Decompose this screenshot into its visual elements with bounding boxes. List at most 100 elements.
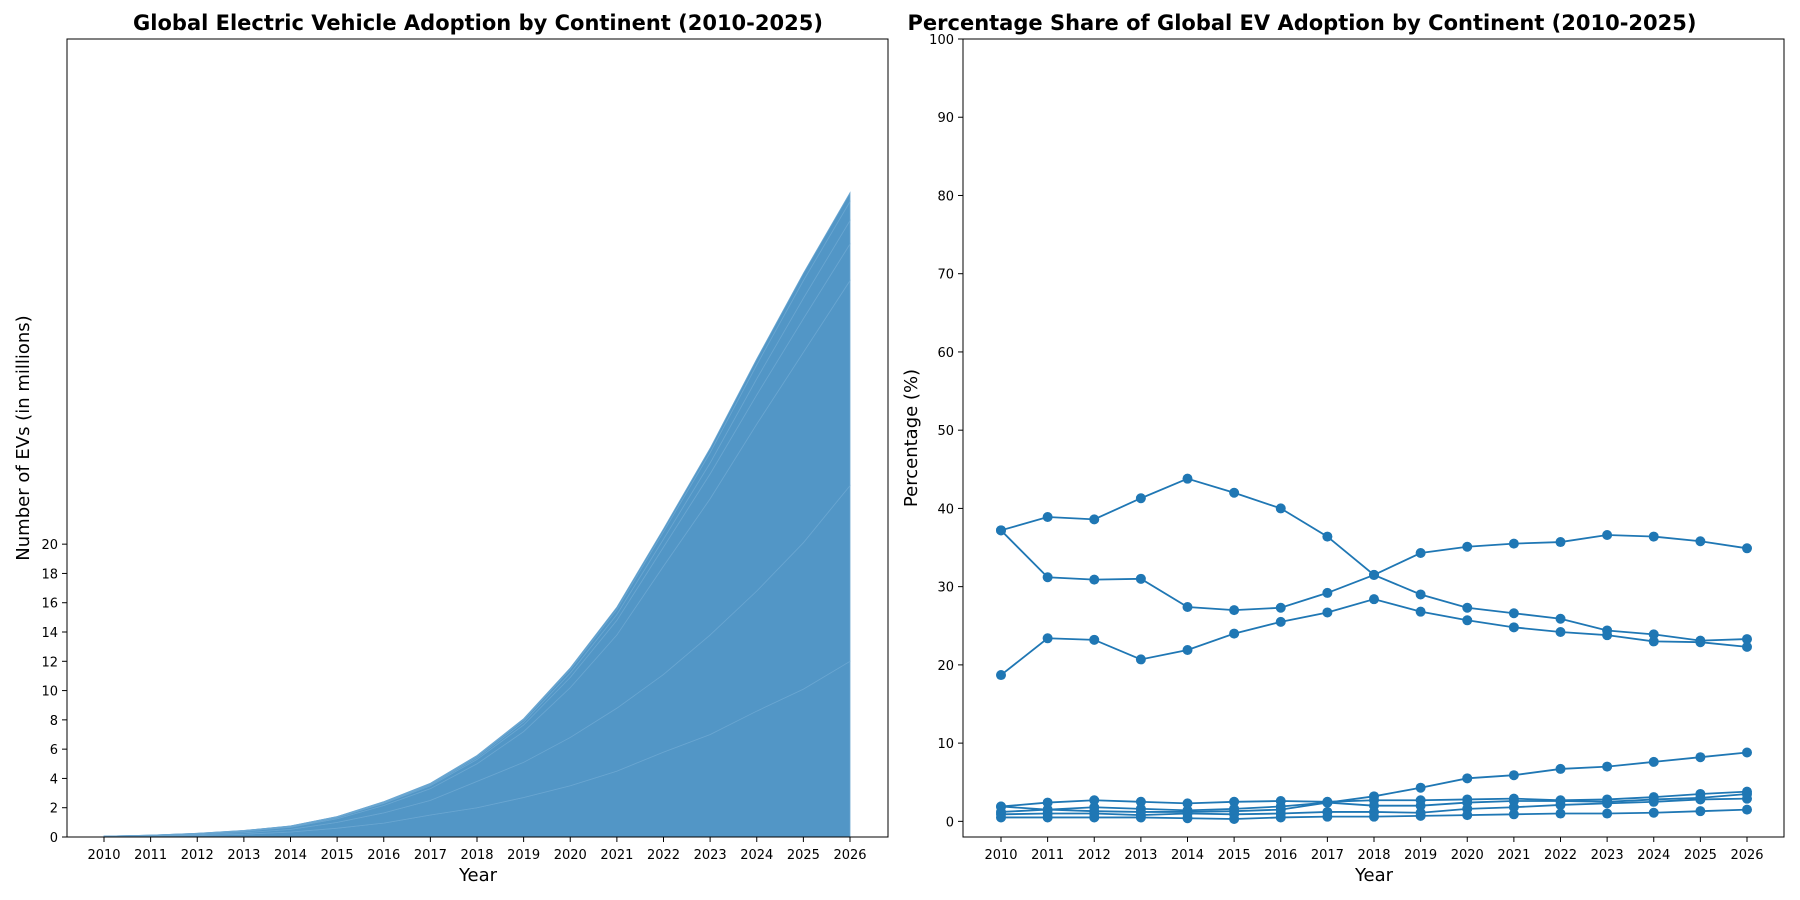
x-tick-label: 2024 <box>1637 848 1670 863</box>
data-point <box>1555 537 1566 548</box>
x-tick-label: 2019 <box>507 848 540 863</box>
line-chart: Percentage Share of Global EV Adoption b… <box>901 11 1785 886</box>
data-point <box>1089 634 1100 645</box>
y-tick-label: 14 <box>41 626 58 641</box>
x-tick-label: 2021 <box>1497 848 1530 863</box>
data-point <box>1742 793 1752 804</box>
data-point <box>1742 747 1752 758</box>
data-point <box>996 670 1006 681</box>
data-point <box>1695 794 1706 805</box>
data-point <box>1182 645 1193 656</box>
data-point <box>1508 770 1519 781</box>
x-tick-label: 2026 <box>833 848 866 863</box>
x-tick-label: 2016 <box>1264 848 1297 863</box>
y-tick-label: 70 <box>937 268 954 283</box>
x-tick-label: 2026 <box>1730 848 1763 863</box>
line-series-2 <box>996 594 1752 681</box>
data-point <box>1275 801 1286 812</box>
series-line <box>1000 598 1748 676</box>
data-point <box>1322 797 1333 808</box>
data-point <box>1462 615 1473 626</box>
data-point <box>1182 813 1193 824</box>
data-point <box>1695 637 1706 648</box>
data-point <box>1415 548 1426 559</box>
data-point <box>1089 812 1100 823</box>
data-point <box>1648 531 1659 542</box>
y-tick-label: 16 <box>41 597 58 612</box>
line-series-1 <box>996 473 1752 646</box>
data-point <box>1742 543 1752 554</box>
x-tick-label: 2010 <box>984 848 1017 863</box>
data-point <box>1602 530 1613 541</box>
right-plot-frame <box>962 38 1785 838</box>
x-tick-label: 2019 <box>1404 848 1437 863</box>
data-point <box>1462 602 1473 613</box>
data-point <box>1555 808 1566 819</box>
stacked-area-chart: Global Electric Vehicle Adoption by Cont… <box>13 11 889 886</box>
data-point <box>1089 514 1100 525</box>
data-point <box>1229 628 1240 639</box>
data-point <box>1042 633 1053 644</box>
data-point <box>1742 634 1752 645</box>
data-point <box>1742 641 1752 652</box>
y-tick-label: 0 <box>946 815 954 830</box>
data-point <box>1369 569 1379 580</box>
data-point <box>996 812 1006 823</box>
data-point <box>1602 798 1613 809</box>
data-point <box>1555 763 1566 774</box>
x-tick-label: 2023 <box>694 848 727 863</box>
y-tick-label: 4 <box>50 772 58 787</box>
y-tick-label: 60 <box>937 346 954 361</box>
data-point <box>1275 616 1286 627</box>
x-tick-label: 2025 <box>1684 848 1717 863</box>
data-point <box>1508 622 1519 633</box>
data-point <box>1182 798 1193 809</box>
x-tick-label: 2025 <box>787 848 820 863</box>
data-point <box>996 525 1006 536</box>
x-tick-label: 2020 <box>554 848 587 863</box>
x-tick-label: 2012 <box>1078 848 1111 863</box>
data-point <box>1555 627 1566 638</box>
data-point <box>1275 602 1286 613</box>
data-point <box>1322 811 1333 822</box>
line-series-8 <box>996 804 1752 825</box>
x-tick-label: 2013 <box>1124 848 1157 863</box>
data-point <box>1182 601 1193 612</box>
data-point <box>1602 808 1613 819</box>
x-tick-label: 2013 <box>227 848 260 863</box>
data-point <box>1042 512 1053 523</box>
x-tick-label: 2024 <box>740 848 773 863</box>
y-tick-label: 18 <box>41 567 58 582</box>
y-tick-label: 80 <box>937 189 954 204</box>
line-series-group <box>996 473 1752 825</box>
data-point <box>1089 795 1100 806</box>
data-point <box>1695 752 1706 763</box>
data-point <box>1229 605 1240 616</box>
data-point <box>1322 587 1333 598</box>
data-point <box>1648 756 1659 767</box>
data-point <box>1042 572 1053 583</box>
data-point <box>1508 809 1519 820</box>
data-point <box>1369 811 1379 822</box>
data-point <box>1462 773 1473 784</box>
y-tick-label: 10 <box>41 685 58 700</box>
x-tick-label: 2018 <box>460 848 493 863</box>
data-point <box>1042 812 1053 823</box>
y-tick-label: 2 <box>50 802 58 817</box>
x-tick-label: 2017 <box>1311 848 1344 863</box>
data-point <box>1369 594 1379 605</box>
x-tick-label: 2015 <box>321 848 354 863</box>
x-tick-label: 2011 <box>134 848 167 863</box>
data-point <box>1135 493 1146 504</box>
data-point <box>1602 761 1613 772</box>
data-point <box>1229 487 1240 498</box>
x-tick-label: 2017 <box>414 848 447 863</box>
area-series-7 <box>103 191 851 837</box>
data-point <box>1602 630 1613 641</box>
right-y-axis-label: Percentage (%) <box>901 369 922 507</box>
data-point <box>1322 607 1333 618</box>
data-point <box>1742 804 1752 815</box>
data-point <box>1415 800 1426 811</box>
series-line <box>1000 477 1748 642</box>
right-x-ticks: 2010 2011 2012 2013 2014 2015 2016 2017 2018 2019… <box>984 837 1764 863</box>
